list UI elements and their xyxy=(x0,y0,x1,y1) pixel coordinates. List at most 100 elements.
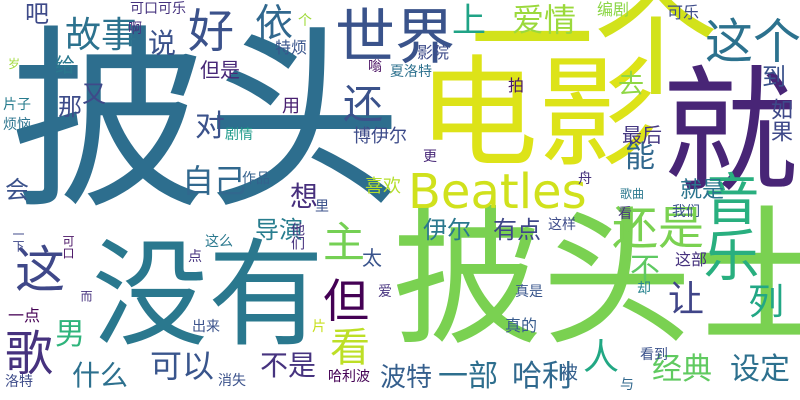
word-gequ: 歌曲 xyxy=(620,187,645,201)
word-yi: 依 xyxy=(255,1,294,45)
word-yibu: 一部 xyxy=(438,359,498,394)
word-fannao: 烦恼 xyxy=(3,117,31,133)
word-bei: 被 xyxy=(560,363,578,384)
word-danshi: 但是 xyxy=(200,58,240,82)
word-juqing: 剧情 xyxy=(225,127,253,143)
word-zhe: 这 xyxy=(15,241,65,299)
word-hui: 会 xyxy=(5,176,29,204)
word-xihuan: 喜欢 xyxy=(365,176,401,197)
word-ruguo: 如果 xyxy=(767,98,792,142)
word-boyier: 博伊尔 xyxy=(353,126,407,147)
word-jiu: 就 xyxy=(662,54,798,212)
word-hali: 哈利 xyxy=(512,359,572,394)
word-pianzi: 片子 xyxy=(3,97,31,113)
word-kan: 看 xyxy=(330,325,370,371)
word-shang: 上 xyxy=(452,1,486,41)
word-gei: 给 xyxy=(55,53,75,77)
word-sheding: 设定 xyxy=(730,352,790,387)
word-na: 那 xyxy=(58,93,82,121)
word-haishi: 还是 xyxy=(612,201,704,255)
word-yinyue: 音乐 xyxy=(694,170,759,282)
word-zheyang: 这样 xyxy=(548,217,576,233)
word-luote: 洛特 xyxy=(5,374,33,390)
word-bushi: 不是 xyxy=(260,349,317,382)
word-youdian: 有点 xyxy=(493,216,541,244)
word-zuihou: 最后 xyxy=(622,123,662,147)
word-li: 里 xyxy=(315,199,329,215)
word-tai: 太 xyxy=(362,246,382,270)
word-xiaoshi: 消失 xyxy=(218,373,246,389)
word-pai: 拍 xyxy=(508,76,525,95)
word-qu: 去 xyxy=(618,70,645,100)
word-gushi: 故事 xyxy=(65,15,138,56)
word-beatles: Beatles xyxy=(408,164,587,220)
word-ba: 吧 xyxy=(25,0,49,28)
word-yong: 用 xyxy=(282,96,300,117)
word-er: 而 xyxy=(79,290,93,302)
word-zhenshi: 真是 xyxy=(515,284,543,300)
word-chulai: 出来 xyxy=(192,319,220,335)
word-zuopin: 作品 xyxy=(242,171,270,187)
word-haelibo: 哈利波 xyxy=(328,369,370,385)
word-bote: 波特 xyxy=(380,363,433,393)
word-kandao: 看到 xyxy=(640,347,668,363)
word-rang: 让 xyxy=(668,279,705,320)
word-hai: 还 xyxy=(343,82,383,128)
word-zhebu: 这部 xyxy=(675,250,708,269)
word-zheme: 这么 xyxy=(205,234,233,250)
word-ge: 歌 xyxy=(5,326,54,382)
word-neng: 能 xyxy=(625,140,655,175)
word-yixia: 一下 xyxy=(11,228,25,252)
word-yu: 与 xyxy=(620,377,634,393)
word-kan-small: 看 xyxy=(618,206,632,222)
word-yidian: 一点 xyxy=(8,306,41,325)
word-hao: 好 xyxy=(188,4,234,58)
word-sui: 岁 xyxy=(8,57,21,71)
word-aiqing: 爱情 xyxy=(512,1,577,39)
word-zhou: 舟 xyxy=(578,171,592,187)
word-pitou: 披头 xyxy=(10,9,403,237)
word-yingyuan: 影院 xyxy=(417,43,450,62)
word-xialuote: 夏洛特 xyxy=(390,64,432,80)
word-shuo: 说 xyxy=(148,27,177,60)
word-you: 又 xyxy=(82,80,106,108)
word-yier: 伊尔 xyxy=(423,216,471,244)
word-zhende: 真的 xyxy=(505,316,538,335)
word-jingdian: 经典 xyxy=(652,352,712,387)
word-keyi: 可以 xyxy=(150,347,215,385)
word-que: 却 xyxy=(637,281,651,297)
word-shijie: 世界 xyxy=(335,3,455,73)
word-zhu: 主 xyxy=(323,218,366,267)
word-tefan: 特烦 xyxy=(275,38,308,57)
word-jiushi: 就是 xyxy=(680,178,725,203)
word-zhege: 这个 xyxy=(705,14,800,70)
word-ziji: 自己 xyxy=(182,162,247,200)
word-pian: 片 xyxy=(312,319,326,335)
word-tamen: 他们 xyxy=(289,222,305,250)
word-dian: 点 xyxy=(188,249,202,265)
word-lie: 列 xyxy=(748,282,785,323)
word-bianju: 编剧 xyxy=(597,0,630,19)
word-yige: 一个 xyxy=(470,0,719,114)
word-pitoushi: 披头士 xyxy=(392,193,800,367)
word-weng: 嗡 xyxy=(368,59,382,75)
word-daoyan: 导演 xyxy=(255,216,303,244)
word-nan: 男 xyxy=(55,317,85,352)
word-kekoukele: 可口可乐 xyxy=(130,1,186,17)
word-kekou: 可口 xyxy=(61,235,75,259)
word-ge-small: 个 xyxy=(298,13,312,29)
word-a: 啊 xyxy=(128,21,142,37)
word-dianying: 电影 xyxy=(418,45,658,184)
word-xiang: 想 xyxy=(290,180,319,213)
word-kele: 可乐 xyxy=(667,3,700,22)
word-dao: 到 xyxy=(762,63,786,91)
word-meiyou: 没有 xyxy=(92,228,324,363)
word-bu: 不 xyxy=(630,252,660,287)
word-ai: 爱 xyxy=(378,284,392,300)
word-dan: 但 xyxy=(323,274,369,328)
word-geng: 更 xyxy=(423,149,437,165)
word-dui: 对 xyxy=(195,109,225,144)
word-shenme: 什么 xyxy=(72,359,129,392)
word-ren: 人 xyxy=(583,337,620,378)
